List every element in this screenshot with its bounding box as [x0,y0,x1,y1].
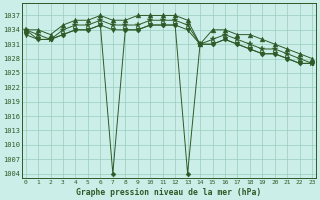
X-axis label: Graphe pression niveau de la mer (hPa): Graphe pression niveau de la mer (hPa) [76,188,261,197]
